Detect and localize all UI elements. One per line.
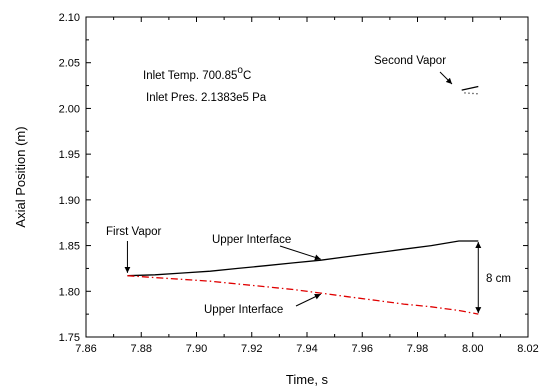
x-tick-label: 7.98 [407, 343, 428, 355]
y-tick-label: 1.85 [59, 241, 80, 253]
upper-interface-arrow-2 [295, 293, 322, 307]
upper-interface-label-2: Upper Interface [204, 304, 283, 316]
axis-ticks: 7.86 7.88 7.90 7.92 7.94 7.96 7.98 8.00 8.02 1.75… [13, 12, 539, 387]
y-tick-label: 1.95 [59, 149, 80, 161]
y-axis-title: Axial Position (m) [13, 126, 28, 227]
plot-area-border [85, 16, 529, 338]
x-tick-label: 8.02 [517, 343, 538, 355]
x-tick-label: 7.96 [352, 343, 373, 355]
upper-interface-arrow-1 [279, 245, 321, 261]
second-vapor-arrow [439, 71, 453, 85]
y-tick-label: 1.75 [59, 332, 80, 344]
series-line-2 [127, 275, 479, 315]
series-line-1 [127, 240, 479, 277]
y-tick-label: 2.05 [59, 58, 80, 70]
x-tick-label: 7.90 [186, 343, 207, 355]
x-tick-label: 8.00 [462, 343, 483, 355]
x-tick-label: 7.94 [296, 343, 317, 355]
first-vapor-label: First Vapor [106, 226, 162, 238]
series-line-4 [464, 92, 479, 95]
gap-label: 8 cm [486, 273, 511, 285]
upper-interface-label-1: Upper Interface [212, 234, 291, 246]
x-tick-label: 7.88 [131, 343, 152, 355]
x-axis-title: Time, s [286, 372, 329, 387]
annotations: Inlet Temp. 700.85oC Inlet Pres. 2.1383e… [106, 55, 511, 316]
y-tick-label: 1.90 [59, 195, 80, 207]
x-tick-label: 7.92 [241, 343, 262, 355]
inlet-pres-label: Inlet Pres. 2.1383e5 Pa [146, 92, 267, 104]
y-tick-label: 2.00 [59, 103, 80, 115]
y-tick-label: 2.10 [59, 12, 80, 24]
x-tick-label: 7.86 [75, 343, 96, 355]
inlet-temp-label: Inlet Temp. 700.85oC [143, 65, 251, 82]
series-line-3 [461, 85, 479, 91]
y-tick-label: 1.80 [59, 286, 80, 298]
second-vapor-label: Second Vapor [374, 55, 446, 67]
plot-frame [85, 16, 529, 338]
series-lines [127, 85, 479, 315]
